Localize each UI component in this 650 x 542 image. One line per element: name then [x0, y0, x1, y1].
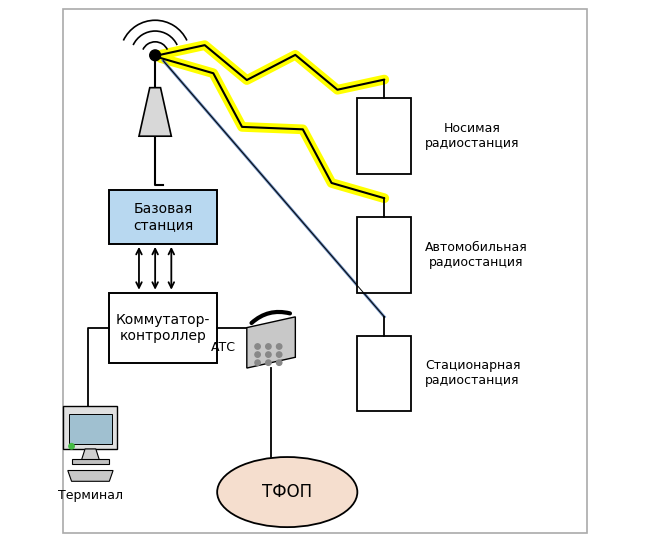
FancyBboxPatch shape — [358, 99, 411, 174]
FancyBboxPatch shape — [69, 414, 112, 443]
Text: ТФОП: ТФОП — [262, 483, 312, 501]
FancyBboxPatch shape — [358, 335, 411, 411]
Text: Автомобильная
радиостанция: Автомобильная радиостанция — [424, 241, 528, 269]
Text: Носимая
радиостанция: Носимая радиостанция — [424, 122, 519, 150]
Text: Коммутатор-
контроллер: Коммутатор- контроллер — [116, 313, 211, 343]
Ellipse shape — [217, 457, 358, 527]
Text: Стационарная
радиостанция: Стационарная радиостанция — [424, 359, 520, 388]
Circle shape — [266, 352, 271, 357]
Text: Терминал: Терминал — [58, 489, 123, 502]
Circle shape — [266, 344, 271, 349]
Polygon shape — [81, 449, 100, 462]
Circle shape — [255, 344, 260, 349]
FancyBboxPatch shape — [72, 459, 109, 464]
FancyBboxPatch shape — [109, 293, 217, 363]
Circle shape — [255, 352, 260, 357]
Polygon shape — [139, 88, 172, 136]
Polygon shape — [68, 470, 113, 481]
Circle shape — [150, 50, 161, 61]
FancyBboxPatch shape — [64, 406, 118, 449]
Polygon shape — [247, 317, 295, 368]
Circle shape — [255, 360, 260, 365]
Circle shape — [276, 352, 282, 357]
Circle shape — [266, 360, 271, 365]
Text: Базовая
станция: Базовая станция — [133, 202, 193, 232]
FancyBboxPatch shape — [358, 217, 411, 293]
Text: АТС: АТС — [211, 341, 236, 354]
Circle shape — [276, 344, 282, 349]
Circle shape — [276, 360, 282, 365]
FancyBboxPatch shape — [109, 190, 217, 244]
Circle shape — [69, 443, 74, 449]
